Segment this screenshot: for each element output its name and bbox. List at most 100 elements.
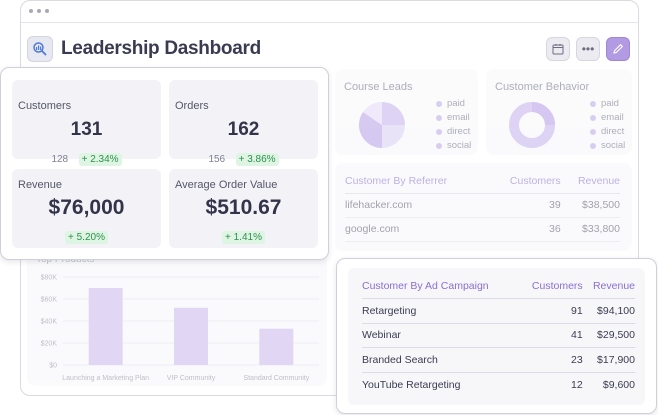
- stat-value: $510.67: [205, 196, 282, 219]
- customers-count: 39: [489, 193, 561, 218]
- window-dot-icon: [29, 9, 33, 13]
- y-tick-label: $60K: [41, 297, 58, 304]
- table-row: lifehacker.com 39 $38,500: [345, 193, 620, 218]
- legend-label: direct: [447, 126, 471, 137]
- customer-behavior-legend: paid email direct social: [590, 97, 625, 153]
- course-leads-title: Course Leads: [344, 81, 413, 93]
- legend-label: email: [601, 112, 624, 123]
- column-header: Customer By Referrer: [345, 169, 490, 194]
- stat-label: Orders: [175, 100, 209, 112]
- bar: [174, 307, 208, 365]
- window-titlebar: [21, 1, 638, 23]
- change-badge: + 3.86%: [235, 153, 279, 166]
- pencil-icon: [613, 43, 624, 54]
- window-dot-icon: [37, 9, 41, 13]
- customer-behavior-panel: Customer Behavior paid email direct soci…: [486, 69, 632, 155]
- legend-label: email: [447, 112, 470, 123]
- campaign-name: YouTube Retargeting: [362, 371, 520, 397]
- change-badge: + 5.20%: [65, 231, 108, 244]
- revenue-value: $33,800: [560, 217, 620, 242]
- dashboard-logo-icon: [27, 36, 53, 62]
- x-tick-label: Standard Community: [243, 375, 309, 382]
- y-tick-label: $40K: [41, 319, 58, 326]
- top-products-panel: Top Products $0$20K$40K$60K$80KLaunching…: [27, 251, 327, 386]
- campaign-name: Branded Search: [362, 347, 520, 372]
- legend-label: social: [601, 140, 626, 151]
- pie-slice-social: [363, 101, 382, 125]
- referrer-panel: Customer By Referrer Customers Revenue l…: [335, 163, 632, 251]
- legend-label: paid: [447, 98, 465, 109]
- stat-label: Revenue: [18, 179, 63, 191]
- course-leads-pie-chart: [358, 101, 405, 149]
- customers-count: 12: [519, 371, 583, 397]
- customer-behavior-title: Customer Behavior: [495, 81, 590, 93]
- y-tick-label: $20K: [41, 341, 58, 348]
- pie-slice-direct: [358, 112, 382, 149]
- ad-campaign-table: Customer By Ad Campaign Customers Revenu…: [362, 280, 635, 397]
- bar: [259, 328, 294, 365]
- ad-campaign-card: Customer By Ad Campaign Customers Revenu…: [336, 258, 657, 414]
- more-options-button[interactable]: •••: [576, 37, 600, 61]
- table-row: YouTube Retargeting 12 $9,600: [362, 371, 635, 397]
- referrer-name: lifehacker.com: [345, 193, 490, 218]
- customers-count: 41: [519, 322, 583, 348]
- calendar-icon: [552, 44, 564, 55]
- customers-count: 23: [519, 347, 583, 372]
- column-header: Customers: [531, 280, 583, 292]
- stat-label: Customers: [18, 100, 72, 112]
- revenue-value: $17,900: [582, 347, 635, 372]
- dashboard-window: Leadership Dashboard ••• Course Lea: [20, 0, 639, 396]
- calendar-button[interactable]: [546, 37, 570, 61]
- window-dot-icon: [45, 9, 49, 13]
- stat-label: Average Order Value: [175, 179, 278, 191]
- bar: [88, 288, 123, 365]
- average-order-value-stat: Average Order Value $510.67 + 1.41%: [169, 169, 318, 248]
- x-tick-label: VIP Community: [167, 375, 216, 382]
- change-badge: + 1.41%: [222, 231, 265, 244]
- edit-button[interactable]: [606, 37, 630, 61]
- table-header-row: Customer By Referrer Customers Revenue: [345, 169, 620, 194]
- customers-count: 36: [489, 217, 561, 242]
- table-row: Retargeting 91 $94,100: [362, 298, 635, 323]
- top-products-bar-chart: $0 $20K $40K $60K $80K Launching a Marketing …: [41, 275, 319, 382]
- stats-card: Customers 131 128 + 2.34% Orders 162 156…: [0, 67, 329, 260]
- referrer-table: Customer By Referrer Customers Revenue l…: [345, 169, 620, 242]
- revenue-value: $9,600: [582, 371, 635, 397]
- legend-label: direct: [601, 126, 625, 137]
- stat-previous-value: 156: [208, 154, 226, 165]
- revenue-value: $29,500: [582, 322, 635, 348]
- stat-value: 162: [227, 119, 260, 140]
- stat-previous-value: 128: [51, 154, 69, 165]
- column-header: Customer By Ad Campaign: [362, 280, 489, 292]
- legend-label: paid: [601, 98, 619, 109]
- x-tick-label: Launching a Marketing Plan: [62, 375, 149, 382]
- column-header: Revenue: [592, 280, 635, 292]
- stat-value: $76,000: [48, 196, 125, 219]
- ellipsis-icon: •••: [581, 42, 595, 56]
- change-badge: + 2.34%: [78, 153, 122, 166]
- revenue-stat: Revenue $76,000 + 5.20%: [12, 169, 161, 248]
- revenue-value: $38,500: [560, 193, 620, 218]
- column-header: Customers: [489, 169, 561, 194]
- referrer-name: google.com: [345, 217, 490, 242]
- course-leads-panel: Course Leads paid email direct social: [335, 69, 478, 155]
- customers-stat: Customers 131 128 + 2.34%: [12, 80, 161, 166]
- legend-label: social: [447, 140, 472, 151]
- y-tick-label: $0: [49, 363, 57, 370]
- orders-stat: Orders 162 156 + 3.86%: [169, 80, 318, 166]
- y-tick-label: $80K: [41, 275, 58, 282]
- pie-slice-email: [382, 125, 405, 148]
- donut-segment: [531, 102, 555, 126]
- page-title: Leadership Dashboard: [61, 38, 261, 59]
- column-header: Revenue: [560, 169, 620, 194]
- app-header: Leadership Dashboard •••: [27, 35, 630, 63]
- campaign-name: Webinar: [362, 322, 520, 348]
- course-leads-legend: paid email direct social: [436, 97, 471, 153]
- revenue-value: $94,100: [582, 298, 635, 323]
- table-row: google.com 36 $33,800: [345, 217, 620, 242]
- customer-behavior-donut-chart: [509, 102, 555, 148]
- pie-slice-paid: [382, 102, 405, 125]
- table-header-row: Customer By Ad Campaign Customers Revenu…: [362, 280, 635, 299]
- table-row: Branded Search 23 $17,900: [362, 347, 635, 372]
- table-row: Webinar 41 $29,500: [362, 322, 635, 348]
